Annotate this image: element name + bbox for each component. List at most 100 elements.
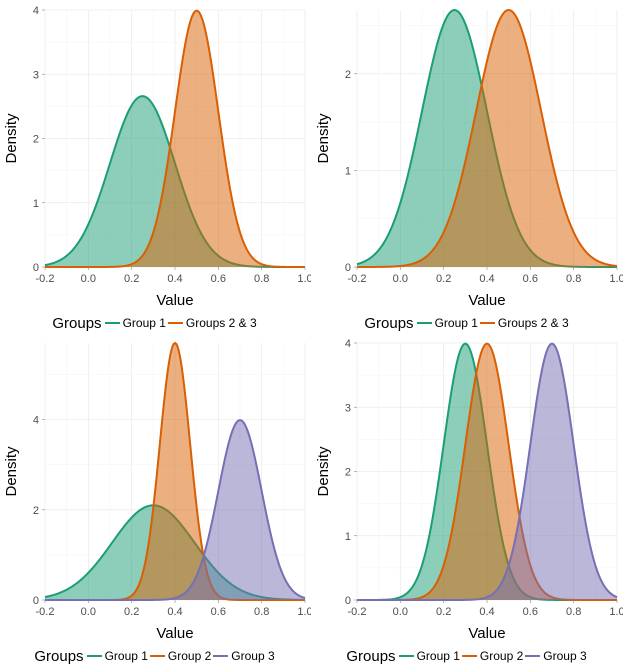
legend-entry: Group 1 — [416, 316, 478, 330]
legend-key — [461, 655, 477, 657]
y-tick-label: 1 — [345, 531, 351, 543]
legend-title: Groups — [346, 647, 396, 665]
x-tick-label: 0.4 — [167, 606, 182, 618]
legend-label: Group 3 — [543, 649, 587, 663]
x-tick-label: -0.2 — [348, 273, 367, 285]
legend-key — [149, 655, 165, 657]
legend-key — [398, 655, 414, 657]
y-tick-label: 2 — [33, 505, 39, 517]
y-tick-label: 4 — [345, 338, 351, 350]
legend-entry: Group 2 — [149, 649, 212, 663]
y-tick-label: 1 — [345, 165, 351, 177]
x-tick-label: 0.4 — [479, 273, 494, 285]
legend-key — [525, 655, 541, 657]
legend-entry: Group 1 — [104, 316, 166, 330]
x-tick-label: 1.0 — [609, 606, 623, 618]
chart-panel-top-left: -0.2 0.0 0.2 0.4 0.6 0.8 1.0 0 1 2 3 4 Value Density … — [0, 0, 311, 333]
legend-label: Group 1 — [122, 316, 166, 330]
x-tick-label: 0.0 — [81, 273, 96, 285]
x-tick-label: -0.2 — [36, 606, 55, 618]
x-tick-label: 1.0 — [297, 606, 311, 618]
chart-panel-top-right: -0.2 0.0 0.2 0.4 0.6 0.8 1.0 0 1 2 Value Density Gr… — [312, 0, 623, 333]
legend-label: Group 1 — [434, 316, 478, 330]
chart-panel-bottom-left: -0.2 0.0 0.2 0.4 0.6 0.8 1.0 0 2 4 Value Density Gr… — [0, 333, 311, 666]
x-tick-label: 0.6 — [211, 273, 226, 285]
legend-key — [104, 322, 120, 324]
legend-key — [86, 655, 102, 657]
legend-label: Groups 2 & 3 — [497, 316, 569, 330]
legend: Groups Group 1 Groups 2 & 3 — [312, 313, 623, 333]
density-area-series-2 — [357, 10, 617, 268]
legend-label: Group 3 — [231, 649, 275, 663]
x-tick-label: 0.0 — [393, 273, 408, 285]
density-area-series-3 — [45, 420, 305, 600]
y-tick-label: 0 — [345, 595, 351, 607]
legend-label: Groups 2 & 3 — [185, 316, 257, 330]
x-tick-label: -0.2 — [348, 606, 367, 618]
density-chart: -0.2 0.0 0.2 0.4 0.6 0.8 1.0 0 1 2 Value Density — [315, 8, 623, 309]
y-axis-title: Density — [3, 113, 20, 164]
legend-entry: Group 3 — [525, 649, 587, 663]
density-area-series-2 — [357, 343, 617, 600]
legend-entry: Groups 2 & 3 — [479, 316, 569, 330]
legend-title: Groups — [364, 314, 414, 332]
y-tick-label: 0 — [33, 262, 39, 274]
x-tick-label: 0.0 — [393, 606, 408, 618]
legend-entry: Groups 2 & 3 — [167, 316, 257, 330]
x-tick-label: 0.2 — [436, 606, 451, 618]
y-tick-label: 1 — [33, 198, 39, 210]
chart-panel-bottom-right: -0.2 0.0 0.2 0.4 0.6 0.8 1.0 0 1 2 3 4 Value Density … — [312, 333, 623, 666]
legend-entry: Group 2 — [461, 649, 524, 663]
x-tick-label: 0.2 — [436, 273, 451, 285]
density-area-series-3 — [357, 343, 617, 600]
y-axis-title: Density — [315, 113, 332, 164]
x-tick-label: 0.6 — [523, 273, 538, 285]
density-chart: -0.2 0.0 0.2 0.4 0.6 0.8 1.0 0 1 2 3 4 Value Density — [3, 5, 311, 309]
legend-title: Groups — [34, 647, 84, 665]
x-axis-title: Value — [156, 625, 193, 642]
x-tick-label: 0.8 — [254, 273, 269, 285]
legend: Groups Group 1 Group 2 Group 3 — [0, 646, 311, 666]
x-tick-label: 0.4 — [479, 606, 494, 618]
x-tick-label: 0.0 — [81, 606, 96, 618]
y-tick-label: 4 — [33, 5, 39, 17]
legend-label: Group 2 — [479, 649, 524, 663]
density-chart: -0.2 0.0 0.2 0.4 0.6 0.8 1.0 0 1 2 3 4 Value Density — [315, 338, 623, 642]
x-axis-title: Value — [468, 625, 505, 642]
legend-key — [213, 655, 229, 657]
y-tick-label: 0 — [33, 595, 39, 607]
legend: Groups Group 1 Groups 2 & 3 — [0, 313, 311, 333]
x-tick-label: 0.8 — [254, 606, 269, 618]
x-tick-label: 0.4 — [167, 273, 182, 285]
legend-key — [167, 322, 183, 324]
y-tick-label: 2 — [345, 467, 351, 479]
x-axis-title: Value — [156, 292, 193, 309]
x-tick-label: 0.6 — [211, 606, 226, 618]
legend-label: Group 1 — [416, 649, 460, 663]
y-tick-label: 3 — [33, 69, 39, 81]
x-tick-label: -0.2 — [36, 273, 55, 285]
y-tick-label: 4 — [33, 415, 39, 427]
x-tick-label: 0.6 — [523, 606, 538, 618]
x-axis-title: Value — [468, 292, 505, 309]
y-axis-title: Density — [3, 446, 20, 497]
x-tick-label: 0.8 — [566, 273, 581, 285]
legend: Groups Group 1 Group 2 Group 3 — [312, 646, 623, 666]
x-tick-label: 1.0 — [609, 273, 623, 285]
x-tick-label: 0.2 — [124, 606, 139, 618]
y-axis-title: Density — [315, 446, 332, 497]
legend-label: Group 1 — [104, 649, 148, 663]
legend-key — [416, 322, 432, 324]
density-area-series-2 — [45, 343, 305, 600]
y-tick-label: 3 — [345, 402, 351, 414]
legend-entry: Group 3 — [213, 649, 275, 663]
x-tick-label: 0.2 — [124, 273, 139, 285]
legend-entry: Group 1 — [398, 649, 460, 663]
y-tick-label: 0 — [345, 262, 351, 274]
legend-entry: Group 1 — [86, 649, 148, 663]
density-line-series-2 — [356, 9, 618, 268]
legend-key — [479, 322, 495, 324]
y-tick-label: 2 — [33, 134, 39, 146]
legend-label: Group 2 — [167, 649, 212, 663]
density-chart: -0.2 0.0 0.2 0.4 0.6 0.8 1.0 0 2 4 Value Density — [3, 341, 311, 642]
